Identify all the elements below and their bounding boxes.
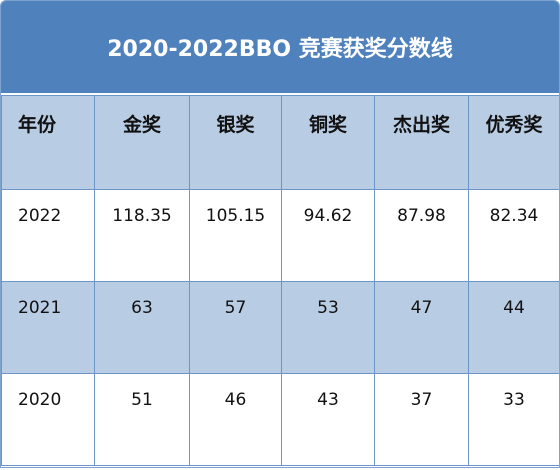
data-row: 2022 118.35 105.15 94.62 87.98 82.34 bbox=[1, 189, 559, 282]
table-cell: 2021 bbox=[1, 281, 95, 374]
data-row: 2020 51 46 43 37 33 bbox=[1, 373, 559, 466]
table-cell: 2022 bbox=[1, 189, 95, 282]
table-title: 2020-2022BBO 竞赛获奖分数线 bbox=[1, 1, 559, 95]
header-cell: 银奖 bbox=[189, 95, 282, 190]
table-cell: 94.62 bbox=[281, 189, 375, 282]
score-table: 年份 金奖 银奖 铜奖 杰出奖 优秀奖 2022 118.35 105.15 94.62 87.98… bbox=[1, 95, 559, 466]
header-cell: 杰出奖 bbox=[374, 95, 469, 190]
table-cell: 33 bbox=[468, 373, 559, 466]
table-cell: 44 bbox=[468, 281, 559, 374]
header-cell: 优秀奖 bbox=[468, 95, 559, 190]
table-cell: 53 bbox=[281, 281, 375, 374]
header-row: 年份 金奖 银奖 铜奖 杰出奖 优秀奖 bbox=[1, 95, 559, 190]
table-cell: 118.35 bbox=[94, 189, 190, 282]
table-cell: 37 bbox=[374, 373, 469, 466]
header-cell: 铜奖 bbox=[281, 95, 375, 190]
table-cell: 43 bbox=[281, 373, 375, 466]
table-cell: 46 bbox=[189, 373, 282, 466]
header-cell: 金奖 bbox=[94, 95, 190, 190]
table-cell: 82.34 bbox=[468, 189, 559, 282]
table-cell: 87.98 bbox=[374, 189, 469, 282]
data-row: 2021 63 57 53 47 44 bbox=[1, 281, 559, 374]
table-body: 年份 金奖 银奖 铜奖 杰出奖 优秀奖 2022 118.35 105.15 94.62 87.98… bbox=[1, 95, 559, 466]
table-cell: 105.15 bbox=[189, 189, 282, 282]
table-cell: 51 bbox=[94, 373, 190, 466]
table-cell: 2020 bbox=[1, 373, 95, 466]
table-cell: 63 bbox=[94, 281, 190, 374]
header-cell: 年份 bbox=[1, 95, 95, 190]
table-cell: 57 bbox=[189, 281, 282, 374]
table-cell: 47 bbox=[374, 281, 469, 374]
